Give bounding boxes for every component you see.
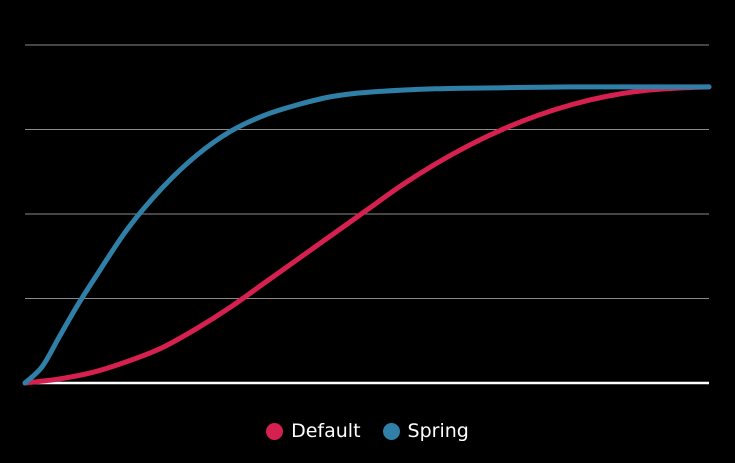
- legend-item-spring: Spring: [382, 420, 469, 442]
- legend-label-default: Default: [291, 420, 361, 442]
- legend-item-default: Default: [266, 420, 361, 442]
- legend-label-spring: Spring: [407, 420, 469, 442]
- legend: Default Spring: [0, 420, 735, 442]
- series-line-default: [22, 84, 712, 386]
- series-line-spring: [22, 84, 712, 386]
- legend-swatch-default: [266, 422, 284, 440]
- series-lines: [22, 84, 712, 386]
- legend-swatch-spring: [382, 422, 400, 440]
